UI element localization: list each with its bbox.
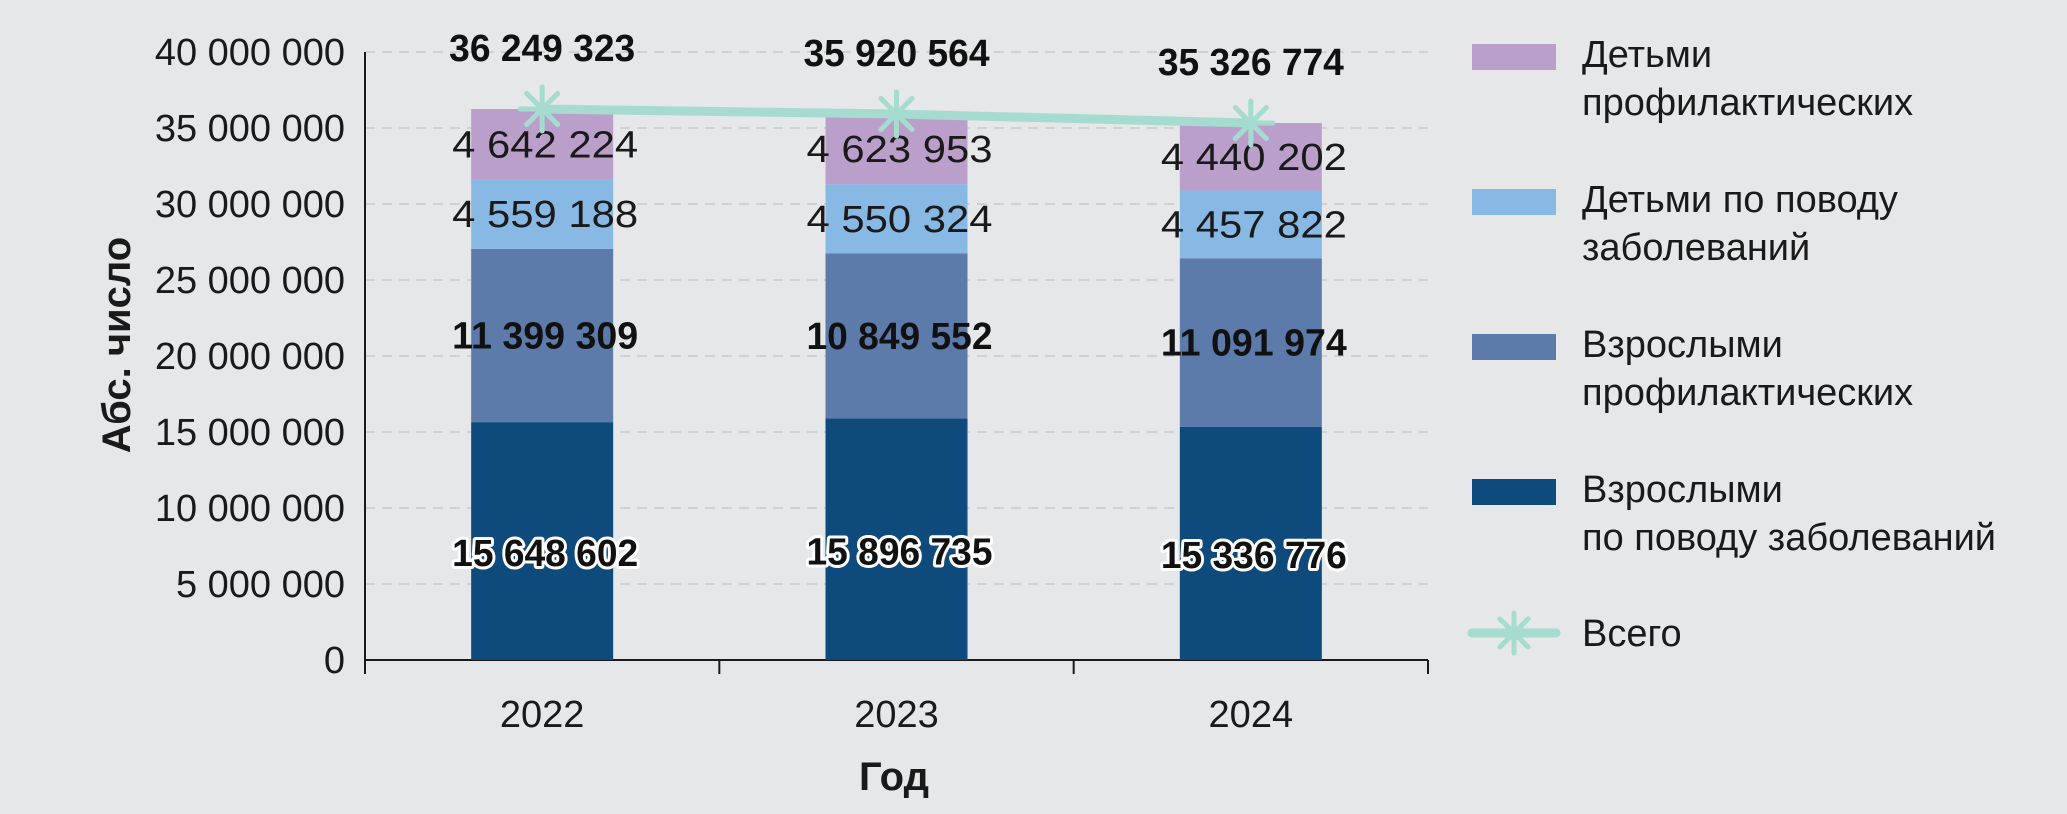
bar-segment xyxy=(471,248,614,423)
y-tick-label: 20 000 000 xyxy=(155,336,345,378)
y-tick-label: 5 000 000 xyxy=(176,564,345,606)
legend-swatch xyxy=(1472,189,1556,215)
total-label: 36 249 323 xyxy=(449,28,635,70)
y-tick-label: 40 000 000 xyxy=(155,32,345,74)
data-label: 15 896 735 xyxy=(807,531,993,573)
data-label: 4 550 324 xyxy=(807,199,993,241)
data-label: 4 623 953 xyxy=(807,129,993,171)
legend-label: Взрослыми xyxy=(1582,324,1783,366)
data-label: 4 440 202 xyxy=(1161,137,1347,179)
y-tick-label: 35 000 000 xyxy=(155,108,345,150)
data-label: 10 849 552 xyxy=(807,316,993,358)
total-marker xyxy=(1226,98,1276,148)
y-tick-label: 10 000 000 xyxy=(155,488,345,530)
y-tick-label: 30 000 000 xyxy=(155,184,345,226)
legend-label: Детьми xyxy=(1582,34,1712,76)
legend-marker xyxy=(1491,610,1537,656)
x-tick-label: 2023 xyxy=(854,694,939,736)
legend-swatch xyxy=(1472,479,1556,505)
data-label: 11 091 974 xyxy=(1161,323,1347,365)
y-tick-label: 0 xyxy=(324,640,345,682)
legend-label: Детьми по поводу xyxy=(1582,179,1898,221)
bar-segment xyxy=(825,418,968,660)
legend-label: Всего xyxy=(1582,613,1682,655)
data-label: 11 399 309 xyxy=(452,316,638,358)
legend-label: по поводу заболеваний xyxy=(1582,517,1996,559)
data-label: 4 559 188 xyxy=(452,194,638,236)
total-label: 35 920 564 xyxy=(804,33,990,75)
x-tick-label: 2022 xyxy=(500,694,585,736)
y-tick-label: 15 000 000 xyxy=(155,412,345,454)
total-marker xyxy=(517,84,567,134)
data-label: 4 457 822 xyxy=(1161,204,1347,246)
x-tick-label: 2024 xyxy=(1209,694,1294,736)
legend-swatch xyxy=(1472,334,1556,360)
legend-label: заболеваний xyxy=(1582,227,1810,269)
legend-label: Взрослыми xyxy=(1582,469,1783,511)
total-label: 35 326 774 xyxy=(1158,42,1344,84)
total-marker xyxy=(872,89,921,139)
y-axis-title: Абс. число xyxy=(95,237,139,453)
legend-swatch xyxy=(1472,44,1556,70)
bar-segment xyxy=(1179,190,1322,259)
bar-segment xyxy=(1179,258,1322,427)
y-tick-label: 25 000 000 xyxy=(155,260,345,302)
data-label: 15 648 602 xyxy=(452,533,638,575)
bar-segment xyxy=(471,422,614,660)
x-axis-title: Год xyxy=(859,755,929,799)
bar-segment xyxy=(825,253,968,419)
legend-label: профилактических xyxy=(1582,82,1913,124)
legend-label: профилактических xyxy=(1582,372,1913,414)
bar-segment xyxy=(1179,426,1322,660)
bar-segment xyxy=(825,184,968,254)
bar-segment xyxy=(471,179,614,249)
data-label: 15 336 776 xyxy=(1161,535,1347,577)
data-label: 4 642 224 xyxy=(452,124,638,166)
